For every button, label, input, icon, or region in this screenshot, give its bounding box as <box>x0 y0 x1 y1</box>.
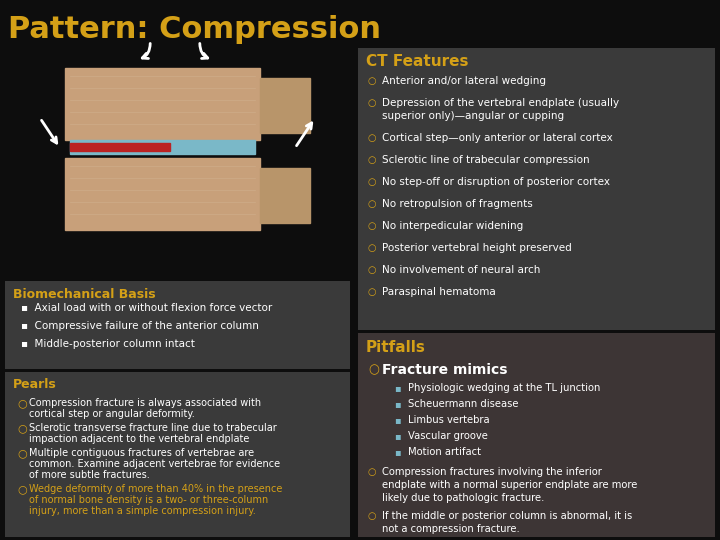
Text: ○: ○ <box>368 221 377 231</box>
Bar <box>260 168 310 223</box>
Text: Pitfalls: Pitfalls <box>366 340 426 354</box>
Text: superior only)—angular or cupping: superior only)—angular or cupping <box>382 111 564 121</box>
Text: Paraspinal hematoma: Paraspinal hematoma <box>382 287 496 297</box>
Text: ○: ○ <box>368 467 377 477</box>
Text: ▪: ▪ <box>394 399 400 409</box>
Bar <box>65 158 260 230</box>
Text: ○: ○ <box>368 511 377 521</box>
FancyBboxPatch shape <box>5 48 350 278</box>
Text: ▪: ▪ <box>394 415 400 425</box>
Text: cortical step or angular deformity.: cortical step or angular deformity. <box>29 409 194 419</box>
Text: No step-off or disruption of posterior cortex: No step-off or disruption of posterior c… <box>382 177 610 187</box>
Text: Fracture mimics: Fracture mimics <box>382 363 508 377</box>
Text: Limbus vertebra: Limbus vertebra <box>408 415 490 425</box>
Text: If the middle or posterior column is abnormal, it is: If the middle or posterior column is abn… <box>382 511 632 521</box>
Text: ▪: ▪ <box>394 383 400 393</box>
FancyBboxPatch shape <box>358 48 715 330</box>
Text: Sclerotic line of trabecular compression: Sclerotic line of trabecular compression <box>382 155 590 165</box>
Text: ▪: ▪ <box>394 431 400 441</box>
Text: not a compression fracture.: not a compression fracture. <box>382 524 520 534</box>
Text: ○: ○ <box>368 287 377 297</box>
Text: Wedge deformity of more than 40% in the presence: Wedge deformity of more than 40% in the … <box>29 484 282 494</box>
Text: ▪: ▪ <box>394 447 400 457</box>
Text: Vascular groove: Vascular groove <box>408 431 488 441</box>
Text: Physiologic wedging at the TL junction: Physiologic wedging at the TL junction <box>408 383 600 393</box>
Text: Posterior vertebral height preserved: Posterior vertebral height preserved <box>382 243 572 253</box>
Text: ○: ○ <box>17 423 27 433</box>
Text: of more subtle fractures.: of more subtle fractures. <box>29 470 150 480</box>
Text: endplate with a normal superior endplate are more: endplate with a normal superior endplate… <box>382 480 637 490</box>
Text: ○: ○ <box>368 177 377 187</box>
FancyBboxPatch shape <box>5 372 350 537</box>
FancyBboxPatch shape <box>358 333 715 537</box>
Text: No involvement of neural arch: No involvement of neural arch <box>382 265 541 275</box>
Text: Multiple contiguous fractures of vertebrae are: Multiple contiguous fractures of vertebr… <box>29 448 254 458</box>
Text: ▪  Middle-posterior column intact: ▪ Middle-posterior column intact <box>21 339 195 349</box>
Bar <box>260 78 310 133</box>
Text: ○: ○ <box>368 155 377 165</box>
Text: Pearls: Pearls <box>13 379 57 392</box>
Text: ○: ○ <box>368 98 377 108</box>
Text: Pattern: Compression: Pattern: Compression <box>8 16 381 44</box>
Text: common. Examine adjacent vertebrae for evidence: common. Examine adjacent vertebrae for e… <box>29 459 280 469</box>
Text: ○: ○ <box>368 133 377 143</box>
Text: Compression fractures involving the inferior: Compression fractures involving the infe… <box>382 467 602 477</box>
Text: ▪  Compressive failure of the anterior column: ▪ Compressive failure of the anterior co… <box>21 321 259 331</box>
Text: No retropulsion of fragments: No retropulsion of fragments <box>382 199 533 209</box>
Text: of normal bone density is a two- or three-column: of normal bone density is a two- or thre… <box>29 495 269 505</box>
Text: injury, more than a simple compression injury.: injury, more than a simple compression i… <box>29 506 256 516</box>
Text: Compression fracture is always associated with: Compression fracture is always associate… <box>29 398 261 408</box>
Text: Scheuermann disease: Scheuermann disease <box>408 399 518 409</box>
Text: ○: ○ <box>368 363 379 376</box>
Text: ○: ○ <box>17 398 27 408</box>
FancyBboxPatch shape <box>5 281 350 369</box>
Text: No interpedicular widening: No interpedicular widening <box>382 221 523 231</box>
Bar <box>70 140 255 154</box>
Text: Anterior and/or lateral wedging: Anterior and/or lateral wedging <box>382 76 546 86</box>
Text: Biomechanical Basis: Biomechanical Basis <box>13 287 156 300</box>
Text: Motion artifact: Motion artifact <box>408 447 481 457</box>
Text: ○: ○ <box>368 243 377 253</box>
Text: impaction adjacent to the vertebral endplate: impaction adjacent to the vertebral endp… <box>29 434 249 444</box>
Text: ▪  Axial load with or without flexion force vector: ▪ Axial load with or without flexion for… <box>21 303 272 313</box>
Text: ○: ○ <box>368 199 377 209</box>
Text: Sclerotic transverse fracture line due to trabecular: Sclerotic transverse fracture line due t… <box>29 423 276 433</box>
Text: ○: ○ <box>17 448 27 458</box>
Bar <box>70 143 170 151</box>
Text: likely due to pathologic fracture.: likely due to pathologic fracture. <box>382 493 544 503</box>
Text: Cortical step—only anterior or lateral cortex: Cortical step—only anterior or lateral c… <box>382 133 613 143</box>
Text: CT Features: CT Features <box>366 55 469 70</box>
Text: ○: ○ <box>368 265 377 275</box>
Text: Depression of the vertebral endplate (usually: Depression of the vertebral endplate (us… <box>382 98 619 108</box>
Bar <box>65 68 260 140</box>
Text: ○: ○ <box>17 484 27 494</box>
Text: ○: ○ <box>368 76 377 86</box>
